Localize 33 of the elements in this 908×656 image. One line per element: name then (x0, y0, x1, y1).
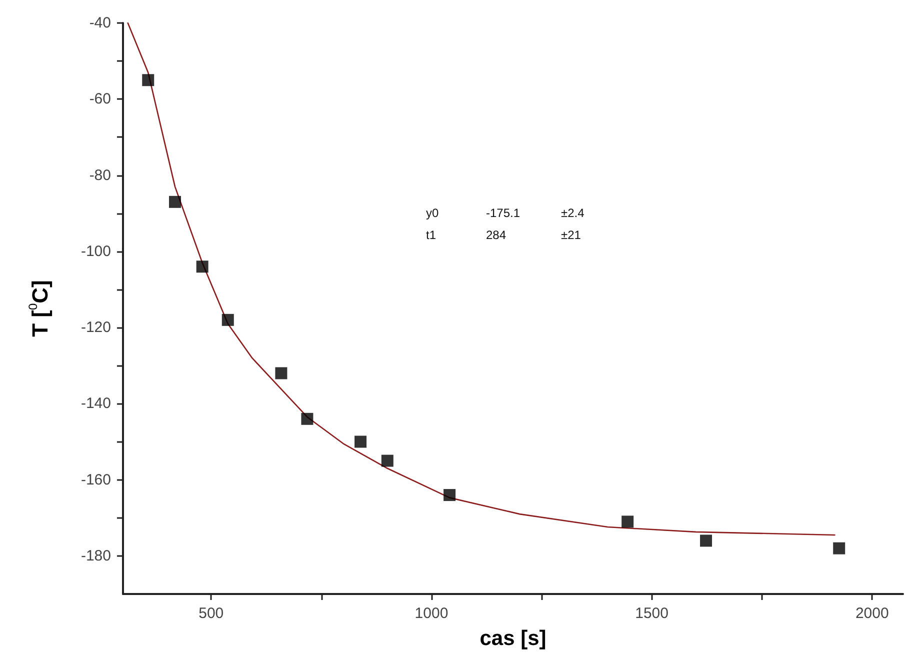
annotation: ±2.4 (561, 206, 585, 220)
point (275, 367, 288, 380)
point (222, 314, 234, 326)
y-tick-label: -140 (80, 395, 111, 412)
annotation: -175.1 (486, 206, 520, 220)
y-tick-label: -160 (80, 471, 111, 488)
point (142, 74, 154, 86)
point (169, 196, 181, 208)
y-tick-label: -60 (89, 90, 111, 108)
point (444, 489, 456, 502)
x-tick-label: 1000 (414, 605, 448, 622)
point (700, 534, 712, 547)
x-axis-title: cas [s] (480, 627, 546, 650)
point (381, 454, 394, 467)
y-tick-label: -120 (80, 319, 111, 336)
annotation: t1 (426, 228, 436, 242)
point (354, 436, 367, 448)
annotation: 284 (486, 228, 506, 242)
y-axis-title: T [0C] (26, 280, 52, 337)
y-tick-label: -180 (80, 547, 111, 564)
point (196, 260, 208, 273)
y-tick-label: -100 (80, 242, 111, 260)
point (622, 516, 634, 528)
x-tick-label: 500 (198, 605, 224, 622)
x-tick-label: 1500 (635, 605, 668, 622)
line-series (127, 22, 836, 536)
y-tick-label: -80 (89, 166, 111, 184)
annotation: y0 (426, 206, 439, 220)
y-tick-label: -40 (89, 14, 111, 32)
annotation: ±21 (561, 228, 582, 242)
x-tick-label: 2000 (855, 605, 889, 622)
point (301, 412, 314, 425)
point (833, 542, 846, 554)
